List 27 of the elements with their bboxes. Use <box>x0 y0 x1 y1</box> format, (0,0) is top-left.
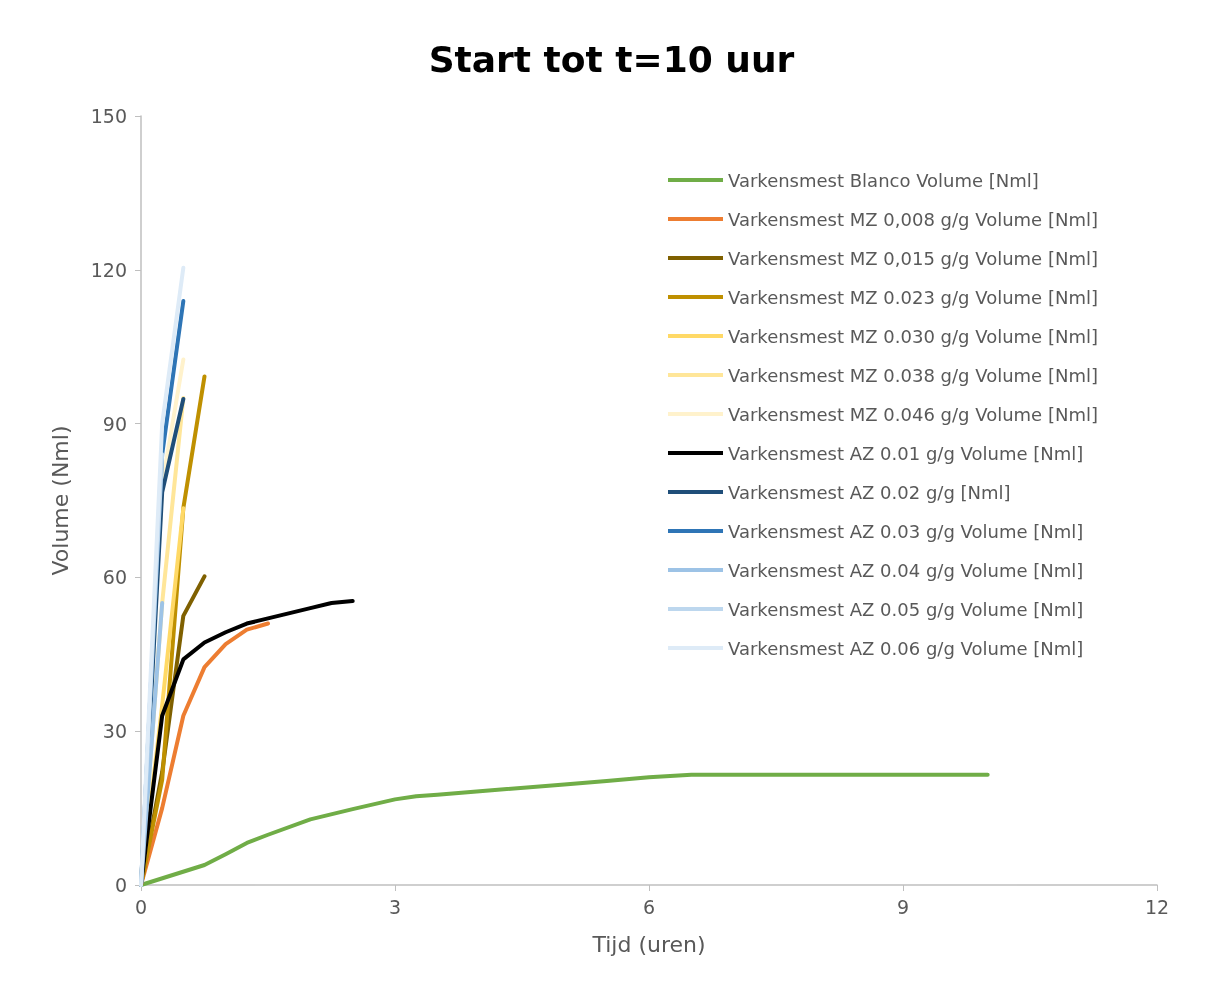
x-tick-label: 6 <box>642 895 656 918</box>
x-tick-label: 9 <box>896 895 910 918</box>
y-tick-label: 90 <box>102 412 127 435</box>
y-tick-label: 60 <box>102 566 127 589</box>
x-tick-label: 0 <box>134 895 148 918</box>
y-axis-title: Volume (Nml) <box>47 425 73 576</box>
legend-label: Varkensmest MZ 0.046 g/g Volume [Nml] <box>728 403 1098 425</box>
legend-label: Varkensmest MZ 0,008 g/g Volume [Nml] <box>728 208 1098 230</box>
legend-label: Varkensmest AZ 0.01 g/g Volume [Nml] <box>728 442 1084 464</box>
legend-label: Varkensmest MZ 0.030 g/g Volume [Nml] <box>728 325 1098 347</box>
legend-label: Varkensmest AZ 0.04 g/g Volume [Nml] <box>728 559 1084 581</box>
legend-label: Varkensmest Blanco Volume [Nml] <box>728 169 1039 191</box>
legend-label: Varkensmest AZ 0.02 g/g [Nml] <box>728 481 1011 503</box>
legend-label: Varkensmest AZ 0.06 g/g Volume [Nml] <box>728 637 1084 659</box>
legend-label: Varkensmest MZ 0.023 g/g Volume [Nml] <box>728 286 1098 308</box>
legend-label: Varkensmest AZ 0.03 g/g Volume [Nml] <box>728 520 1084 542</box>
legend-label: Varkensmest AZ 0.05 g/g Volume [Nml] <box>728 598 1084 620</box>
y-tick-label: 30 <box>102 720 127 743</box>
legend-label: Varkensmest MZ 0.038 g/g Volume [Nml] <box>728 364 1098 386</box>
x-tick-label: 3 <box>388 895 402 918</box>
y-tick-label: 120 <box>90 258 127 281</box>
legend-label: Varkensmest MZ 0,015 g/g Volume [Nml] <box>728 247 1098 269</box>
y-tick-label: 0 <box>114 874 127 896</box>
chart-title: Start tot t=10 uur <box>428 38 795 80</box>
x-tick-label: 12 <box>1144 895 1170 918</box>
x-axis-title: Tijd (uren) <box>591 931 706 957</box>
y-tick-label: 150 <box>90 105 127 127</box>
